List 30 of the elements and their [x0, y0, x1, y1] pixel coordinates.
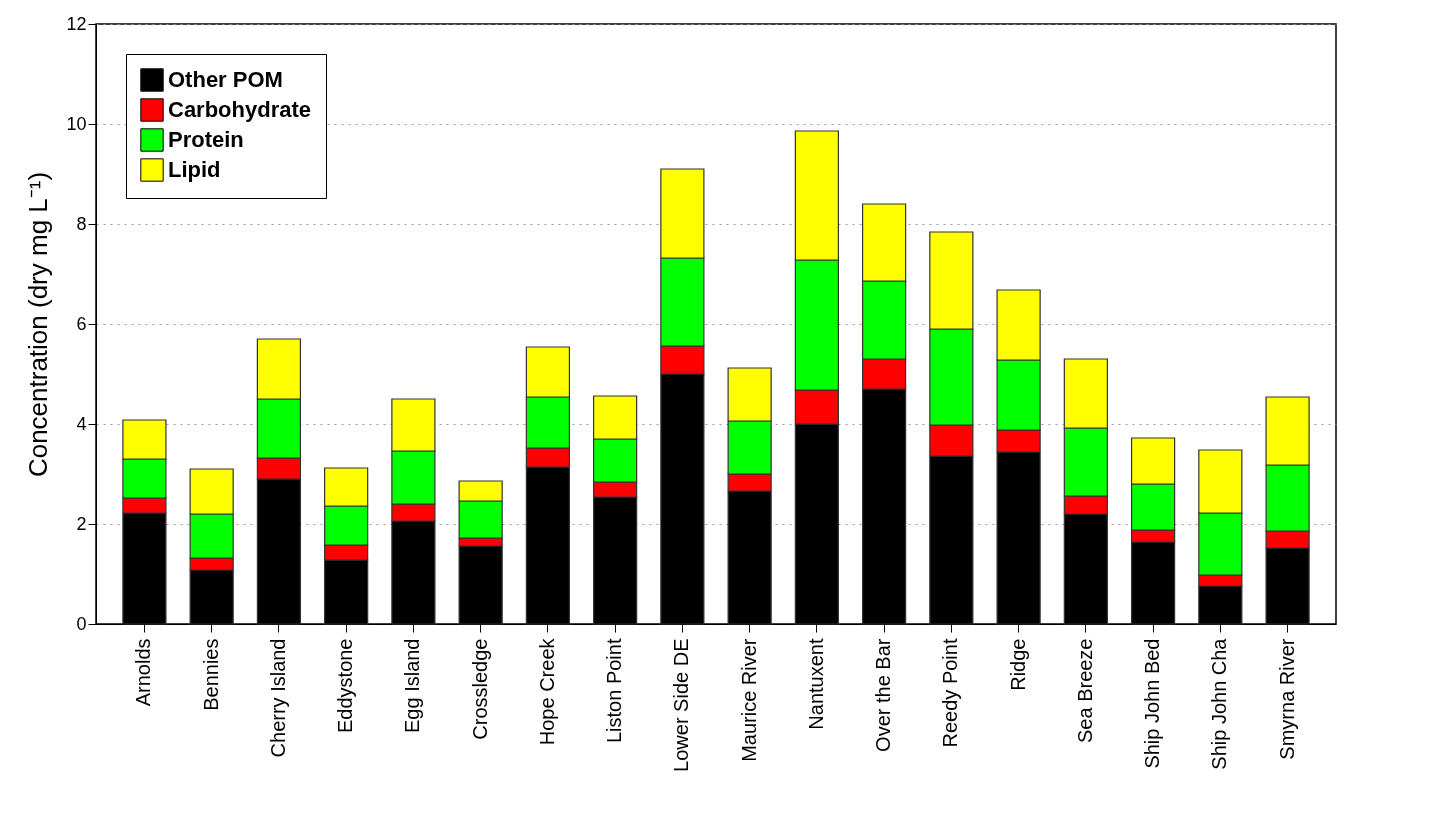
x-tick-label: Arnolds	[132, 638, 155, 707]
x-tick-label: Sea Breeze	[1073, 638, 1096, 744]
y-tick-label: 10	[66, 113, 87, 134]
x-tick-label: Cherry Island	[266, 638, 289, 758]
y-axis-title: Concentration (dry mg L⁻¹)	[23, 171, 54, 478]
legend-label: Protein	[168, 127, 244, 152]
x-tick-label: Ship John Cha	[1208, 637, 1231, 770]
y-tick-label: 4	[76, 413, 87, 434]
x-tick-label: Eddystone	[334, 638, 357, 734]
legend-label: Carbohydrate	[168, 97, 312, 122]
x-tick-label: Crossledge	[468, 638, 491, 740]
x-tick-label: Bennies	[199, 638, 222, 711]
x-tick-label: Nantuxent	[804, 638, 827, 730]
x-tick-label: Egg Island	[401, 638, 424, 734]
legend-label: Other POM	[168, 67, 283, 92]
x-tick-label: Maurice River	[737, 638, 760, 762]
y-tick-label: 12	[66, 13, 87, 34]
x-tick-label: Ship John Bed	[1141, 638, 1164, 769]
y-tick-label: 6	[76, 313, 87, 334]
y-tick-label: 2	[76, 513, 87, 534]
x-tick-label: Ridge	[1006, 638, 1029, 691]
x-tick-label: Smyrna River	[1275, 638, 1298, 760]
x-tick-label: Hope Creek	[535, 637, 558, 746]
y-tick-label: 8	[76, 213, 87, 234]
x-tick-label: Liston Point	[603, 638, 626, 744]
legend-label: Lipid	[168, 157, 221, 182]
x-tick-label: Reedy Point	[939, 638, 962, 748]
x-tick-label: Lower Side DE	[670, 638, 693, 772]
x-tick-label: Over the Bar	[872, 638, 895, 752]
y-tick-label: 0	[76, 613, 87, 634]
